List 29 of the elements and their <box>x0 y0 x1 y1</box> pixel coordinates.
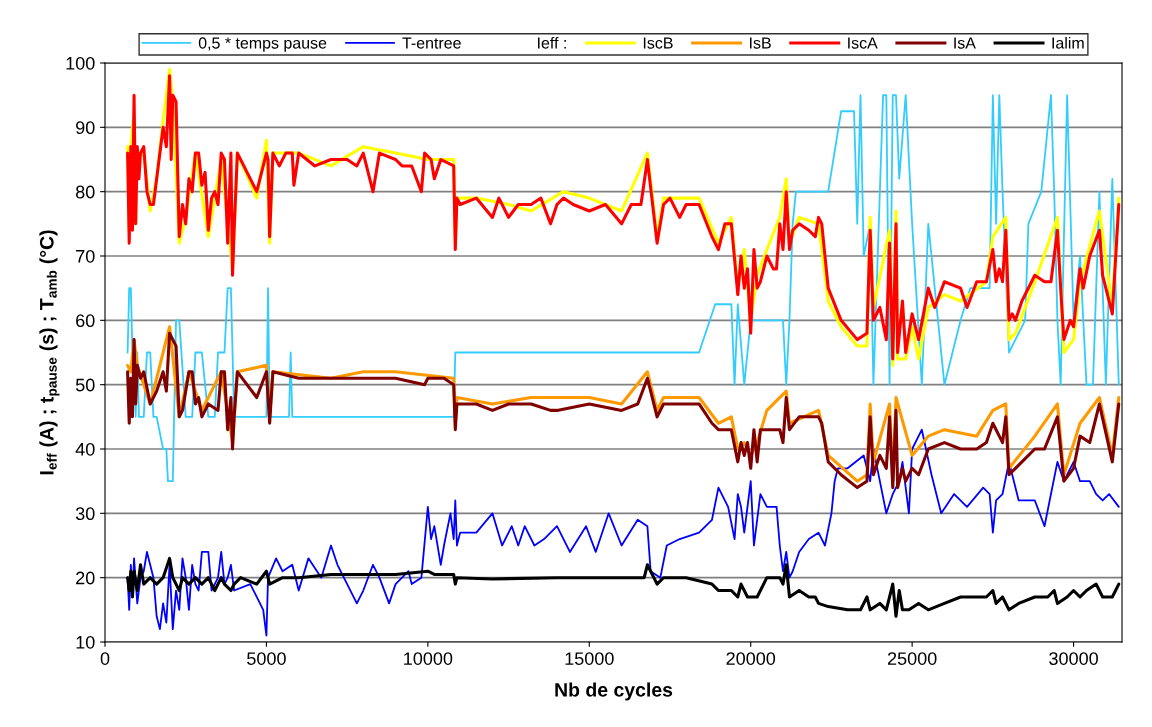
legend-label: 0,5 * temps pause <box>198 37 327 52</box>
y-tick-label: 90 <box>76 121 95 135</box>
legend-label: T-entree <box>402 37 461 49</box>
y-tick-label: 20 <box>76 571 95 585</box>
x-tick-label: 15000 <box>565 652 614 665</box>
y-tick-label: 50 <box>75 378 95 392</box>
x-axis-title: Nb de cycles <box>555 682 673 701</box>
y-axis-title: I$_{eff}$ (A) ; t$_{pause}$ (s) ; T$_{amb}$ (°C) <box>39 230 60 475</box>
y-tick-label: 10 <box>76 635 95 649</box>
legend-label: IsB <box>750 37 771 49</box>
x-tick-label: 0 <box>100 652 110 665</box>
legend-label: IsA <box>954 37 976 49</box>
y-tick-label: 40 <box>75 442 95 456</box>
text: Ieff : <box>538 36 566 49</box>
x-tick-label: 30000 <box>1049 652 1098 665</box>
x-tick-label: 20000 <box>726 652 776 665</box>
y-tick-label: 30 <box>75 507 95 521</box>
y-tick-label: 100 <box>66 56 95 70</box>
x-tick-label: 5000 <box>247 652 286 665</box>
y-tick-label: 80 <box>75 185 95 199</box>
y-tick-label: 60 <box>76 314 95 328</box>
legend-label: IscB <box>643 37 673 49</box>
x-tick-label: 10000 <box>404 652 453 665</box>
legend-label: Ialim <box>1052 36 1084 49</box>
line-series <box>126 428 1120 637</box>
line-series <box>126 94 1120 483</box>
y-tick-label: 70 <box>76 249 95 263</box>
x-tick-label: 25000 <box>887 652 937 665</box>
legend-label: IscA <box>848 37 878 49</box>
